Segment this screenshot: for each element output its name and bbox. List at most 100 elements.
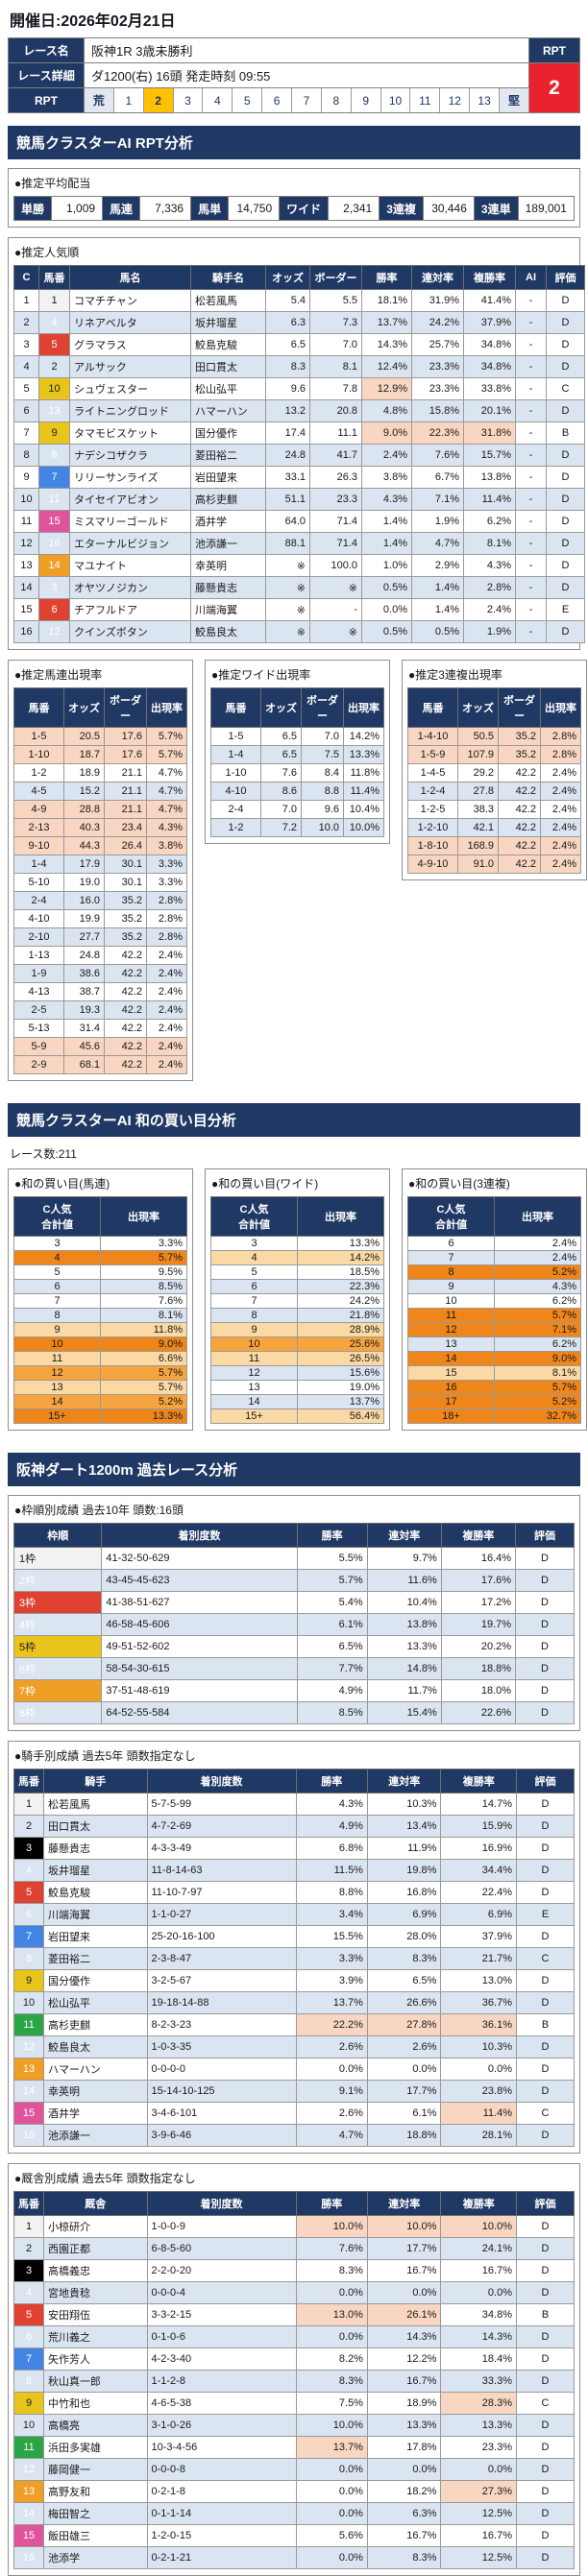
cell-occurrence-rate: 9.0%	[494, 1351, 581, 1366]
cell-occurrence-rate: 2.4%	[146, 1037, 187, 1056]
cell-horse-name: タイセイアビオン	[69, 488, 191, 511]
cell-ai: -	[515, 510, 547, 533]
cell-occurrence-rate: 13.3%	[100, 1408, 187, 1424]
cell-odds: 15.2	[63, 782, 105, 801]
table-row: 11 6.6%	[13, 1351, 187, 1366]
trainer-table: 馬番 厩舎 着別度数 勝率 連対率 複勝率 評価 1 小椋研介 1-0-0-9 10.0% 10.0%…	[13, 2191, 575, 2569]
rpt-scale-cell: 7	[292, 88, 322, 112]
cell-win-rate: 3.4%	[295, 1903, 368, 1926]
cell-popularity-sum: 8	[210, 1308, 298, 1323]
cell-odds: 50.5	[457, 727, 499, 746]
cell-odds: ※	[265, 598, 310, 621]
cell-show-rate: 41.4%	[463, 289, 516, 312]
cell-quinella-rate: 9.7%	[366, 1547, 442, 1570]
cell-occurrence-rate: 2.4%	[494, 1236, 581, 1251]
table-row: 1-2 7.2 10.0 10.0%	[210, 818, 384, 837]
cell-odds: 8.3	[265, 355, 310, 378]
cell-ai: -	[515, 576, 547, 599]
cell-quinella-rate: 6.5%	[366, 1969, 442, 1992]
cell-quinella-rate: 17.7%	[366, 2080, 442, 2103]
rpt-scale-cell-selected: 2	[143, 88, 174, 112]
cell-popularity-sum: 7	[13, 1293, 101, 1309]
cell-record: 4-6-5-38	[146, 2392, 297, 2415]
cell-odds: 19.0	[63, 873, 105, 892]
cell-border: 21.1	[104, 763, 147, 782]
cell-odds: 9.6	[265, 377, 310, 400]
cell-odds: 18.7	[63, 745, 105, 764]
cell-win-rate: 8.3%	[295, 2259, 368, 2282]
column-header: C人気 合計値	[407, 1196, 495, 1237]
table-row: 7 2.4%	[407, 1250, 581, 1265]
table-row: 1 1 コマチチャン 松若風馬 5.4 5.5 18.1% 31.9% 41.4% - D	[13, 289, 585, 312]
cell-record: 41-32-50-629	[101, 1547, 298, 1570]
cell-horse-number: 2	[13, 2237, 44, 2260]
table-row: 9-10 44.3 26.4 3.8%	[13, 836, 187, 855]
cell-horse-number: 7	[13, 1925, 44, 1948]
wa-umaren-table: C人気 合計値 出現率 3 3.3% 4 5.7% 5 9.5% 6 8.5% 7 7.6% 8 8.1%…	[13, 1196, 187, 1424]
cell-odds: 13.2	[265, 399, 310, 422]
cell-bracket: 1枠	[12, 1547, 103, 1570]
cell-person-name: 中竹和也	[43, 2392, 148, 2415]
cell-win-rate: 2.4%	[361, 444, 412, 467]
table-row: 4-9 28.8 21.1 4.7%	[13, 800, 187, 819]
cell-win-rate: 4.7%	[295, 2124, 368, 2147]
cell-popularity-sum: 9	[407, 1279, 495, 1294]
cell-record: 3-4-6-101	[146, 2102, 297, 2125]
cell-border: 35.2	[498, 745, 541, 764]
cell-rank: 1	[13, 289, 39, 312]
cell-occurrence-rate: 2.4%	[494, 1250, 581, 1265]
cell-horse-number: 7	[38, 466, 70, 489]
cell-occurrence-rate: 2.8%	[146, 927, 187, 947]
table-row: 3 13.3%	[210, 1236, 384, 1251]
cell-horse-name: オヤツノジカン	[69, 576, 191, 599]
cell-occurrence-rate: 4.7%	[146, 800, 187, 819]
cell-occurrence-rate: 2.4%	[146, 1055, 187, 1074]
cell-person-name: 菱田裕二	[43, 1947, 148, 1970]
cell-combination: 1-5	[210, 727, 261, 746]
column-header: AI	[515, 265, 547, 290]
table-row: 5-13 31.4 42.2 2.4%	[13, 1019, 187, 1038]
cell-win-rate: 4.8%	[361, 399, 412, 422]
cell-quinella-rate: 14.3%	[366, 2325, 442, 2348]
cell-ai: -	[515, 598, 547, 621]
cell-border: 35.2	[104, 927, 147, 947]
header-row: C人気 合計値 出現率	[13, 1196, 187, 1237]
cell-quinella-rate: 23.3%	[411, 355, 464, 378]
cell-show-rate: 16.9%	[440, 1837, 517, 1860]
cell-border: 35.2	[498, 727, 541, 746]
wa-wide-label: ●和の買い目(ワイド)	[211, 1177, 319, 1191]
cell-record: 0-0-0-4	[146, 2281, 297, 2304]
cell-horse-number: 16	[13, 2546, 44, 2569]
cell-quinella-rate: 12.2%	[366, 2347, 442, 2371]
cell-quinella-rate: 31.9%	[411, 289, 464, 312]
table-row: 4 14.2%	[210, 1250, 384, 1265]
cell-win-rate: 22.2%	[295, 2013, 368, 2036]
table-row: 8 秋山真一郎 1-1-2-8 8.3% 16.7% 33.3% D	[13, 2370, 575, 2393]
cell-quinella-rate: 27.8%	[366, 2013, 442, 2036]
cell-quinella-rate: 18.2%	[366, 2480, 442, 2503]
cell-quinella-rate: 16.8%	[366, 1881, 442, 1904]
cell-border: 10.0	[301, 818, 344, 837]
cell-win-rate: 14.3%	[361, 333, 412, 356]
table-row: 2 西園正都 6-8-5-60 7.6% 17.7% 24.1% D	[13, 2237, 575, 2260]
column-header: 騎手名	[190, 265, 266, 290]
cell-show-rate: 2.4%	[463, 598, 516, 621]
cell-show-rate: 23.8%	[440, 2080, 517, 2103]
cell-record: 1-1-2-8	[146, 2370, 297, 2393]
cell-horse-name: マユナイト	[69, 554, 191, 577]
cell-win-rate: 5.4%	[296, 1591, 368, 1614]
column-header: 評価	[516, 2191, 575, 2216]
cell-horse-number: 6	[13, 1903, 44, 1926]
cell-odds: ※	[265, 620, 310, 643]
cell-horse-number: 16	[13, 2124, 44, 2147]
cell-odds: 19.3	[63, 1000, 105, 1020]
table-row: 3 藤懸貴志 4-3-3-49 6.8% 11.9% 16.9% D	[13, 1837, 575, 1860]
column-header: 馬番	[13, 1769, 44, 1794]
cell-evaluation: D	[516, 2458, 575, 2481]
column-header: 騎手	[43, 1769, 148, 1794]
cell-show-rate: 4.3%	[463, 554, 516, 577]
table-row: 1 小椋研介 1-0-0-9 10.0% 10.0% 10.0% D	[13, 2215, 575, 2238]
cell-occurrence-rate: 2.8%	[146, 891, 187, 910]
umaren-label: ●推定馬連出現率	[14, 668, 103, 682]
cell-win-rate: 4.9%	[295, 1815, 368, 1838]
